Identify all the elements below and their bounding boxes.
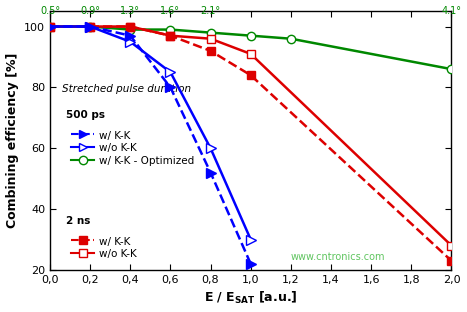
- X-axis label: E / E$_\mathregular{SAT}$ [a.u.]: E / E$_\mathregular{SAT}$ [a.u.]: [204, 290, 297, 306]
- Text: www.cntronics.com: www.cntronics.com: [291, 252, 385, 262]
- Text: 500 ps: 500 ps: [66, 110, 105, 119]
- Text: Stretched pulse duration: Stretched pulse duration: [62, 84, 191, 94]
- Y-axis label: Combining efficiency [%]: Combining efficiency [%]: [6, 53, 19, 228]
- Text: 0.5°: 0.5°: [40, 6, 60, 16]
- Text: 2 ns: 2 ns: [66, 216, 91, 226]
- Legend: w/ K-K, w/o K-K: w/ K-K, w/o K-K: [71, 236, 137, 259]
- Text: 0.9°: 0.9°: [80, 6, 100, 16]
- Text: 1.6°: 1.6°: [160, 6, 180, 16]
- Text: 4.1°: 4.1°: [441, 6, 461, 16]
- Text: 1.3°: 1.3°: [120, 6, 140, 16]
- Text: 2.1°: 2.1°: [200, 6, 220, 16]
